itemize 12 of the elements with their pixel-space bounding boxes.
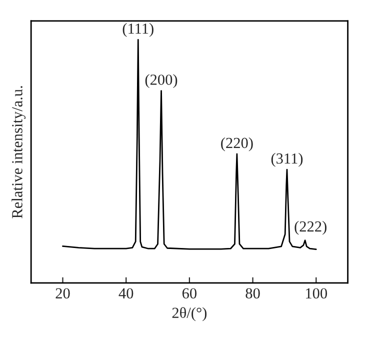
annotation: (222) [294,220,326,235]
x-tick-label: 60 [182,288,196,299]
x-tick-label: 80 [246,288,260,299]
x-tick-label: 40 [118,288,134,299]
x-tick-label: 20 [56,288,70,299]
annotation: (200) [145,74,178,88]
y-axis-title: Relative intensity/a.u. [12,86,26,218]
annotation: (111) [122,23,154,37]
annotation: (220) [221,137,253,152]
x-axis-title: 2θ/(°) [172,307,207,322]
annotation: (311) [271,152,303,167]
x-tick-label: 100 [306,288,328,299]
